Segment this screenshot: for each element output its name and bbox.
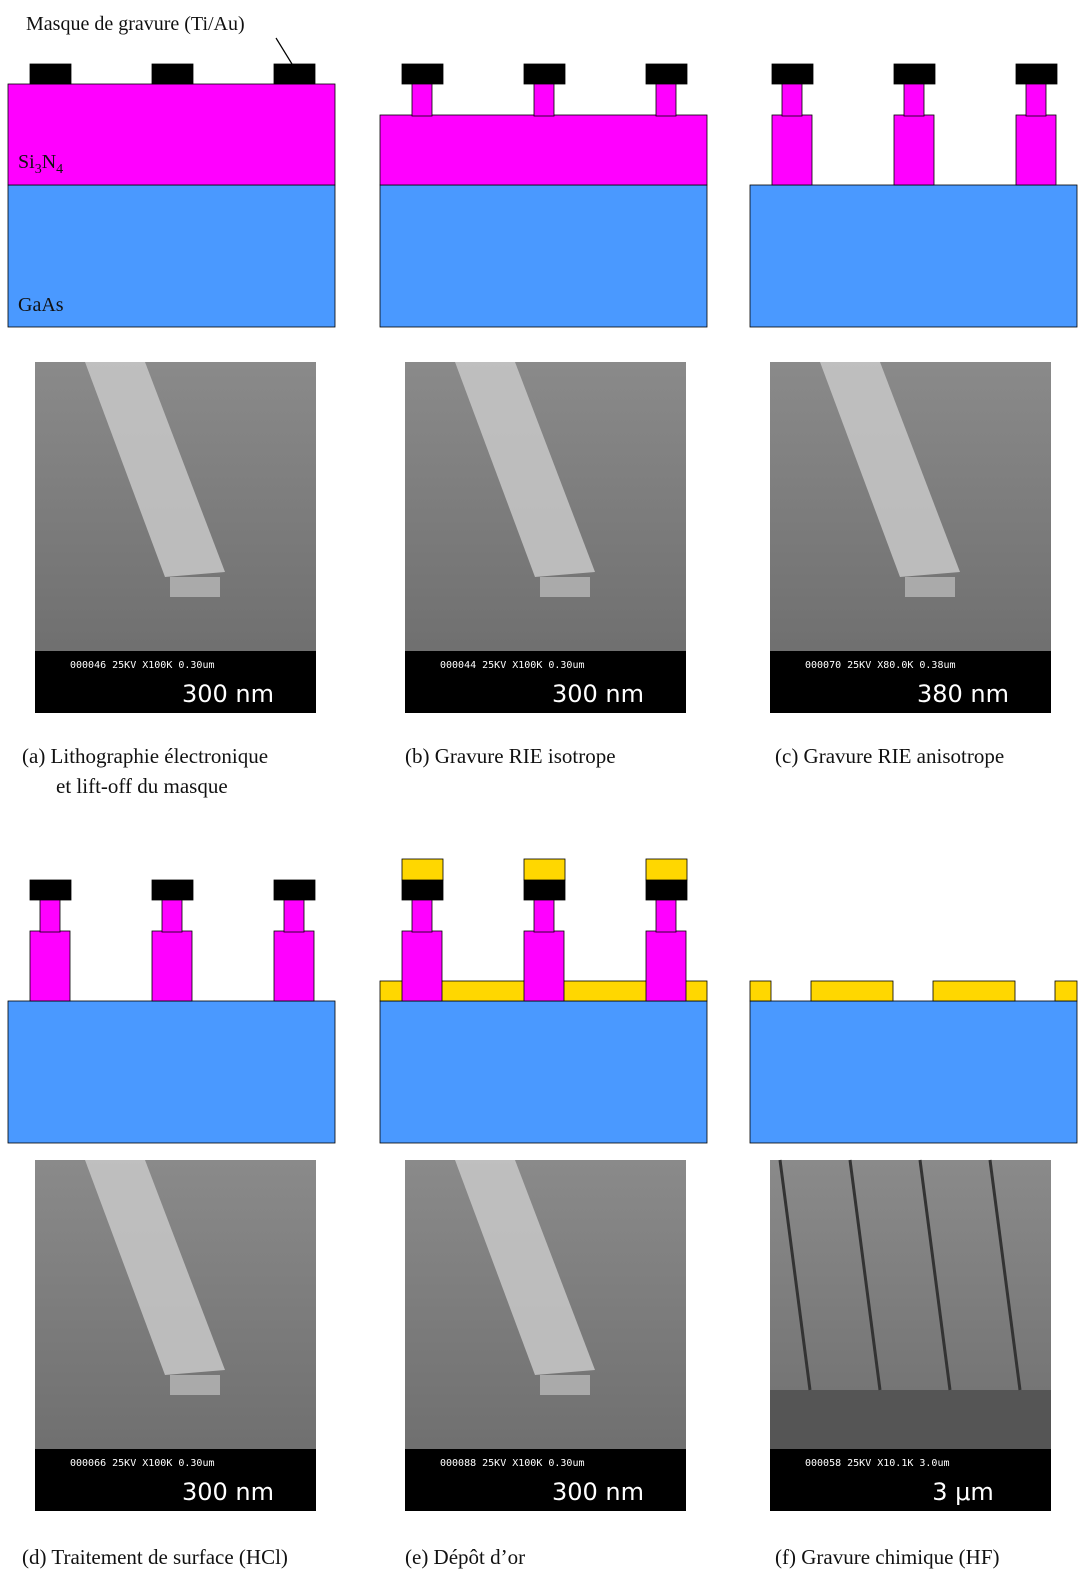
caption: et lift-off du masque <box>56 774 228 798</box>
etch-mask <box>152 64 193 84</box>
mask-pointer <box>276 38 292 64</box>
gold-strip <box>1055 981 1077 1001</box>
sem-info: 000044 25KV X100K 0.30um <box>440 660 585 671</box>
pillar-base <box>152 931 192 1001</box>
gaas-substrate <box>8 1001 335 1143</box>
sem-info: 000058 25KV X10.1K 3.0um <box>805 1458 950 1469</box>
pillar-neck <box>1026 83 1046 116</box>
sem-foot <box>540 1375 590 1395</box>
caption: (c) Gravure RIE anisotrope <box>775 744 1004 768</box>
gold-cap <box>524 859 565 880</box>
etch-mask <box>30 64 71 84</box>
formula-part: N <box>42 151 56 173</box>
pillar-base <box>772 115 812 185</box>
sem-info: 000088 25KV X100K 0.30um <box>440 1458 585 1469</box>
gaas-substrate <box>380 1001 707 1143</box>
pillar-base <box>402 931 442 1001</box>
etch-mask <box>274 64 315 84</box>
pillar-neck <box>412 899 432 932</box>
pillar-neck <box>284 899 304 932</box>
sem-foot <box>905 577 955 597</box>
gold-strip <box>750 981 771 1001</box>
sem-image: 000088 25KV X100K 0.30um 300 nm <box>405 1160 686 1511</box>
sem-image: 000046 25KV X100K 0.30um 300 nm <box>35 362 316 713</box>
caption: (a) Lithographie électronique <box>22 744 268 768</box>
caption: (d) Traitement de surface (HCl) <box>22 1545 288 1569</box>
etch-mask <box>646 64 687 84</box>
etch-mask <box>30 880 71 900</box>
gaas-substrate <box>750 1001 1077 1143</box>
etch-mask <box>152 880 193 900</box>
caption: (b) Gravure RIE isotrope <box>405 744 616 768</box>
gaas-substrate <box>380 185 707 327</box>
pillar-neck <box>40 899 60 932</box>
caption: (f) Gravure chimique (HF) <box>775 1545 1000 1569</box>
gold-strip <box>933 981 1015 1001</box>
formula-part: 3 <box>35 162 42 177</box>
caption: (e) Dépôt d’or <box>405 1545 525 1569</box>
pillar-base <box>524 931 564 1001</box>
gaas-label: GaAs <box>18 294 64 316</box>
sem-scale: 300 nm <box>552 680 644 708</box>
sem-substrate <box>770 1390 1051 1450</box>
sem-scale: 380 nm <box>917 680 1009 708</box>
pillar-neck <box>782 83 802 116</box>
gold-cap <box>402 859 443 880</box>
gold-strip <box>811 981 893 1001</box>
pillar-base <box>894 115 934 185</box>
sem-foot <box>170 577 220 597</box>
sem-scale: 3 μm <box>932 1478 994 1506</box>
figure: Masque de gravure (Ti/Au) 000046 25KV X1… <box>0 0 1084 1575</box>
sem-foot <box>170 1375 220 1395</box>
pillar-base <box>646 931 686 1001</box>
pillar-neck <box>534 83 554 116</box>
etch-mask <box>402 64 443 84</box>
sem-image: 000044 25KV X100K 0.30um 300 nm <box>405 362 686 713</box>
gold-cap <box>646 859 687 880</box>
etch-mask <box>1016 64 1057 84</box>
sem-info: 000070 25KV X80.0K 0.38um <box>805 660 956 671</box>
pillar-neck <box>162 899 182 932</box>
etch-mask <box>646 880 687 900</box>
etch-mask <box>274 880 315 900</box>
etch-mask <box>524 880 565 900</box>
formula-part: Si <box>18 151 35 173</box>
sem-image: 000058 25KV X10.1K 3.0um 3 μm <box>770 1160 1051 1511</box>
mask-label: Masque de gravure (Ti/Au) <box>26 13 245 35</box>
pillar-base <box>1016 115 1056 185</box>
pillar-base <box>30 931 70 1001</box>
formula-part: 4 <box>56 162 63 177</box>
pillar-neck <box>656 899 676 932</box>
etch-mask <box>894 64 935 84</box>
etch-mask <box>524 64 565 84</box>
sem-image: 000070 25KV X80.0K 0.38um 380 nm <box>770 362 1051 713</box>
pillar-neck <box>656 83 676 116</box>
sem-info: 000066 25KV X100K 0.30um <box>70 1458 215 1469</box>
pillar-neck <box>904 83 924 116</box>
si3n4-layer <box>380 115 707 185</box>
etch-mask <box>772 64 813 84</box>
sem-foot <box>540 577 590 597</box>
pillar-neck <box>412 83 432 116</box>
sem-image: 000066 25KV X100K 0.30um 300 nm <box>35 1160 316 1511</box>
sem-info: 000046 25KV X100K 0.30um <box>70 660 215 671</box>
pillar-base <box>274 931 314 1001</box>
sem-scale: 300 nm <box>182 680 274 708</box>
sem-scale: 300 nm <box>182 1478 274 1506</box>
etch-mask <box>402 880 443 900</box>
pillar-neck <box>534 899 554 932</box>
sem-scale: 300 nm <box>552 1478 644 1506</box>
gaas-substrate <box>750 185 1077 327</box>
